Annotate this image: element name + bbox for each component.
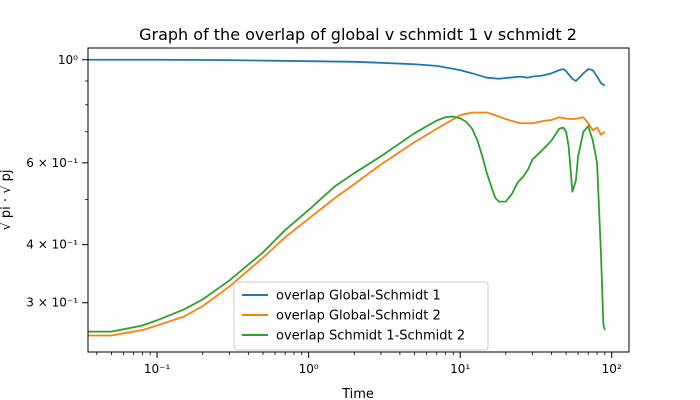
legend-label: overlap Schmidt 1-Schmidt 2 bbox=[276, 329, 465, 344]
x-axis-label: Time bbox=[341, 387, 374, 400]
chart-title: Graph of the overlap of global v schmidt… bbox=[139, 25, 577, 44]
legend-box bbox=[233, 281, 489, 351]
y-tick-label: 10⁰ bbox=[58, 53, 78, 67]
ticks-layer: 10⁻¹ 10⁰ 10¹ 10² 3 × 10⁻¹ 4 × 10⁻¹ 6 × 10⁻¹ 10⁰ bbox=[26, 53, 622, 376]
series-line-1 bbox=[88, 58, 606, 87]
y-axis-label: √ pi · √ pj bbox=[0, 170, 14, 231]
series-line-2 bbox=[88, 111, 606, 337]
y-tick-label: 3 × 10⁻¹ bbox=[26, 296, 78, 310]
series-line-3 bbox=[88, 115, 606, 333]
y-tick-label: 6 × 10⁻¹ bbox=[26, 156, 78, 170]
x-tick-label: 10¹ bbox=[450, 362, 470, 376]
legend: overlap Global-Schmidt 1 overlap Global-S… bbox=[233, 281, 489, 351]
y-tick-label: 4 × 10⁻¹ bbox=[26, 238, 78, 252]
x-tick-label: 10⁰ bbox=[299, 362, 319, 376]
series-layer bbox=[88, 58, 606, 337]
x-tick-label: 10² bbox=[602, 362, 622, 376]
legend-label: overlap Global-Schmidt 1 bbox=[276, 289, 441, 304]
plot-frame bbox=[87, 47, 630, 353]
legend-label: overlap Global-Schmidt 2 bbox=[276, 309, 441, 324]
x-tick-label: 10⁻¹ bbox=[144, 362, 171, 376]
